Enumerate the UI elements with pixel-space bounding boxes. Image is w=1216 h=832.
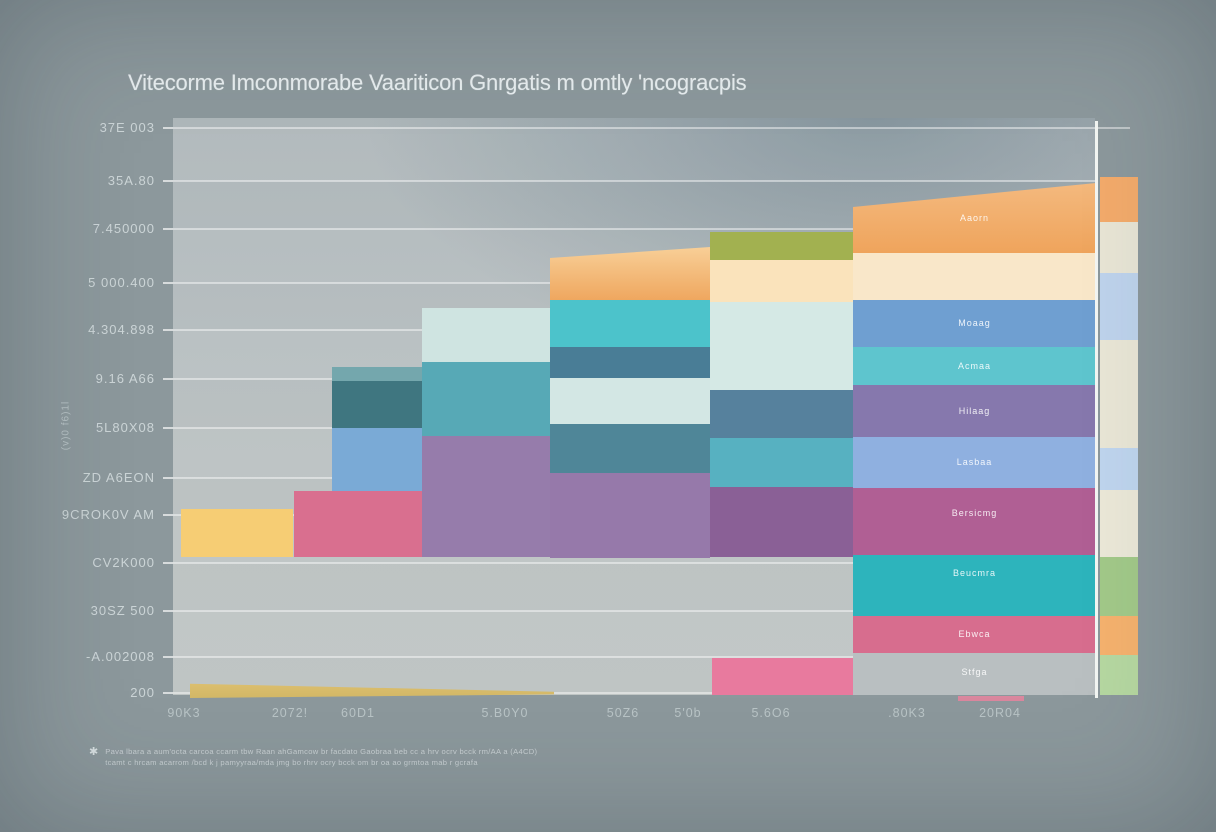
bar-6-segment-label: Moaag — [958, 318, 991, 328]
gridline — [173, 180, 1095, 182]
x-tick-label: 2072! — [271, 706, 309, 720]
bar-4-segment — [550, 378, 710, 424]
bar-6-segment: Lasbaa — [853, 437, 1096, 488]
white-divider-line — [1095, 121, 1098, 698]
bar-3-segment — [422, 308, 550, 362]
y-tick — [163, 656, 173, 658]
y-tick-label: 5L80X08 — [95, 420, 155, 435]
right-column-segment — [1100, 222, 1138, 273]
bar-4-segment — [550, 473, 710, 558]
x-tick-label: .80K3 — [888, 706, 926, 720]
y-tick-label: 35A.80 — [107, 173, 155, 188]
bar-3-segment — [422, 436, 550, 557]
bar-6-segment: Stfga — [853, 653, 1096, 695]
bar-6-segment-label: Beucmra — [952, 568, 996, 578]
gridline — [173, 127, 1130, 129]
x-tick-label: 50Z6 — [606, 706, 640, 720]
right-column-segment — [1100, 177, 1138, 222]
right-column-segment — [1100, 557, 1138, 616]
bar-6-segment-label: Stfga — [961, 667, 988, 677]
y-tick — [163, 514, 173, 516]
x-tick-label: 60D1 — [341, 706, 375, 720]
right-column-segment — [1100, 340, 1138, 448]
bar-6-segment-label: Acmaa — [957, 361, 991, 371]
bar-6-segment: Beucmra — [853, 555, 1096, 616]
y-tick-label: 200 — [130, 685, 155, 700]
y-tick-label: 5 000.400 — [88, 275, 155, 290]
bar-5-segment — [710, 487, 853, 557]
y-tick-label: 30SZ 500 — [90, 603, 155, 618]
bar-5-segment — [710, 438, 853, 487]
bar-3-segment — [422, 362, 550, 436]
y-tick — [163, 562, 173, 564]
y-tick-label: CV2K000 — [92, 555, 155, 570]
bar-6-segment — [853, 253, 1096, 300]
footnote-line-2: tcamt c hrcam acarrom /bcd k j pamyyraa/… — [105, 758, 478, 767]
bar-2-segment — [332, 381, 422, 428]
right-column-segment — [1100, 655, 1138, 695]
y-tick-label: 37E 003 — [99, 120, 155, 135]
gridline — [173, 228, 1095, 230]
footnote-text: Pava lbara a aum'octa carcoa ccarm tbw R… — [105, 746, 537, 768]
bar-6-segment: Moaag — [853, 300, 1096, 347]
pink-sliver — [958, 696, 1024, 701]
bar-6-segment-label: Ebwca — [958, 629, 991, 639]
x-tick-label: 20R04 — [979, 706, 1021, 720]
y-tick-label: -A.002008 — [86, 649, 155, 664]
bar-2-segment — [332, 367, 422, 381]
right-column-segment — [1100, 448, 1138, 490]
y-tick-label: 7.450000 — [92, 221, 155, 236]
x-tick-label: 90K3 — [167, 706, 201, 720]
bar-5-segment — [710, 260, 853, 302]
y-tick-label: 9CROK0V AM — [61, 507, 155, 522]
right-column-segment — [1100, 616, 1138, 655]
right-column-segment — [1100, 273, 1138, 340]
right-column-segment — [1100, 490, 1138, 557]
y-tick — [163, 378, 173, 380]
footnote: ✱ Pava lbara a aum'octa carcoa ccarm tbw… — [89, 746, 537, 768]
bar-5-segment — [710, 302, 853, 390]
y-tick — [163, 329, 173, 331]
bar-6-segment: Acmaa — [853, 347, 1096, 385]
y-tick-label: ZD A6EON — [82, 470, 155, 485]
asterisk-icon: ✱ — [89, 746, 99, 758]
y-tick — [163, 180, 173, 182]
x-tick-label: 5'0b — [674, 706, 702, 720]
bar-5-segment — [710, 232, 853, 260]
bar-4-segment — [550, 300, 710, 347]
bar-5-offset-segment — [712, 658, 853, 695]
y-tick — [163, 427, 173, 429]
gridline — [173, 610, 1095, 612]
y-tick — [163, 692, 173, 694]
x-tick-label: 5.6O6 — [751, 706, 791, 720]
y-tick — [163, 282, 173, 284]
y-tick — [163, 127, 173, 129]
bar-6-segment-label: Hilaag — [958, 406, 991, 416]
footnote-line-1: Pava lbara a aum'octa carcoa ccarm tbw R… — [105, 747, 538, 756]
y-tick-label: 4.304.898 — [88, 322, 155, 337]
grid-band — [173, 128, 1095, 181]
bar-1-segment — [181, 509, 293, 557]
bar-6-segment: Ebwca — [853, 616, 1096, 653]
bar-2-segment — [294, 491, 422, 557]
x-tick-label: 5.B0Y0 — [481, 706, 529, 720]
bar-6-segment-label: Aaorn — [959, 213, 990, 223]
bar-5-segment — [710, 390, 853, 438]
y-tick-label: 9.16 A66 — [95, 371, 155, 386]
bar-6-segment-label: Lasbaa — [956, 457, 993, 467]
bar-6-segment-label: Bersicmg — [951, 508, 998, 518]
bar-6-segment: Hilaag — [853, 385, 1096, 437]
bar-6-segment: Bersicmg — [853, 488, 1096, 555]
y-tick — [163, 610, 173, 612]
bar-4-segment — [550, 424, 710, 473]
y-tick — [163, 228, 173, 230]
y-tick — [163, 477, 173, 479]
chart-title: Vitecorme Imconmorabe Vaariticon Gnrgati… — [128, 70, 747, 95]
gridline — [173, 562, 1095, 564]
bar-4-segment — [550, 347, 710, 378]
gridline — [173, 656, 1095, 658]
gridline — [173, 692, 1095, 694]
bar-2-segment — [332, 428, 422, 491]
